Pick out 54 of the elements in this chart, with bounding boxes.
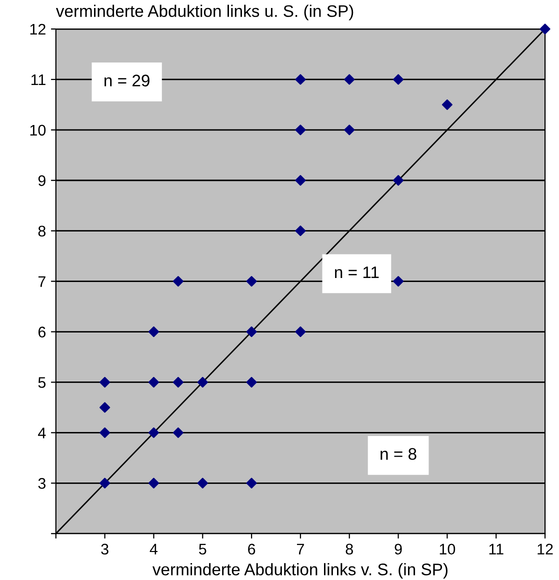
point [295, 124, 306, 136]
point [295, 175, 306, 186]
point [148, 427, 160, 438]
point [197, 376, 208, 388]
y-axis-title: verminderte Abduktion links u. S. (in SP) [56, 4, 354, 20]
point [197, 478, 208, 488]
y-tick-label: 10 [30, 124, 46, 136]
point [295, 226, 306, 236]
point [246, 326, 257, 338]
point [344, 74, 355, 85]
point [540, 24, 550, 34]
point [295, 326, 306, 338]
point [392, 74, 404, 85]
point [392, 276, 404, 287]
point [148, 326, 160, 338]
y-tick-label: 3 [38, 478, 46, 489]
x-tick-label: 11 [489, 544, 504, 554]
y-tick-label: 9 [38, 175, 46, 186]
point [295, 74, 306, 85]
annotation: n = 29 [104, 74, 150, 86]
point [172, 276, 184, 287]
point [172, 427, 184, 438]
x-tick-label: 4 [150, 544, 158, 554]
point [100, 478, 110, 488]
y-tick-label: 12 [30, 24, 46, 35]
point [246, 376, 257, 388]
point [100, 427, 110, 438]
point [172, 376, 184, 388]
point [344, 124, 355, 136]
annotation: n = 11 [335, 266, 379, 278]
x-tick-label: 9 [394, 544, 402, 555]
y-tick-label: 8 [38, 226, 46, 237]
x-tick-label: 6 [248, 544, 256, 555]
point [442, 99, 452, 110]
x-tick-label: 3 [101, 544, 108, 555]
point [100, 376, 110, 388]
y-tick-label: 7 [38, 276, 46, 287]
annotation: n = 8 [380, 448, 416, 460]
x-axis-title: verminderte Abduktion links v. S. (in SP) [152, 563, 448, 579]
x-tick-label: 7 [297, 544, 304, 554]
point [246, 276, 257, 287]
point [246, 478, 257, 488]
point [148, 478, 160, 488]
y-tick-label: 11 [31, 74, 46, 85]
y-tick-label: 5 [38, 377, 46, 388]
point [100, 402, 110, 413]
point [148, 376, 160, 388]
x-tick-label: 5 [199, 544, 206, 555]
point [392, 175, 404, 186]
y-tick-label: 6 [38, 326, 46, 338]
x-tick-label: 10 [440, 544, 456, 555]
x-tick-label: 8 [346, 544, 353, 555]
x-tick-label: 12 [538, 544, 553, 554]
y-tick-label: 4 [38, 428, 46, 438]
